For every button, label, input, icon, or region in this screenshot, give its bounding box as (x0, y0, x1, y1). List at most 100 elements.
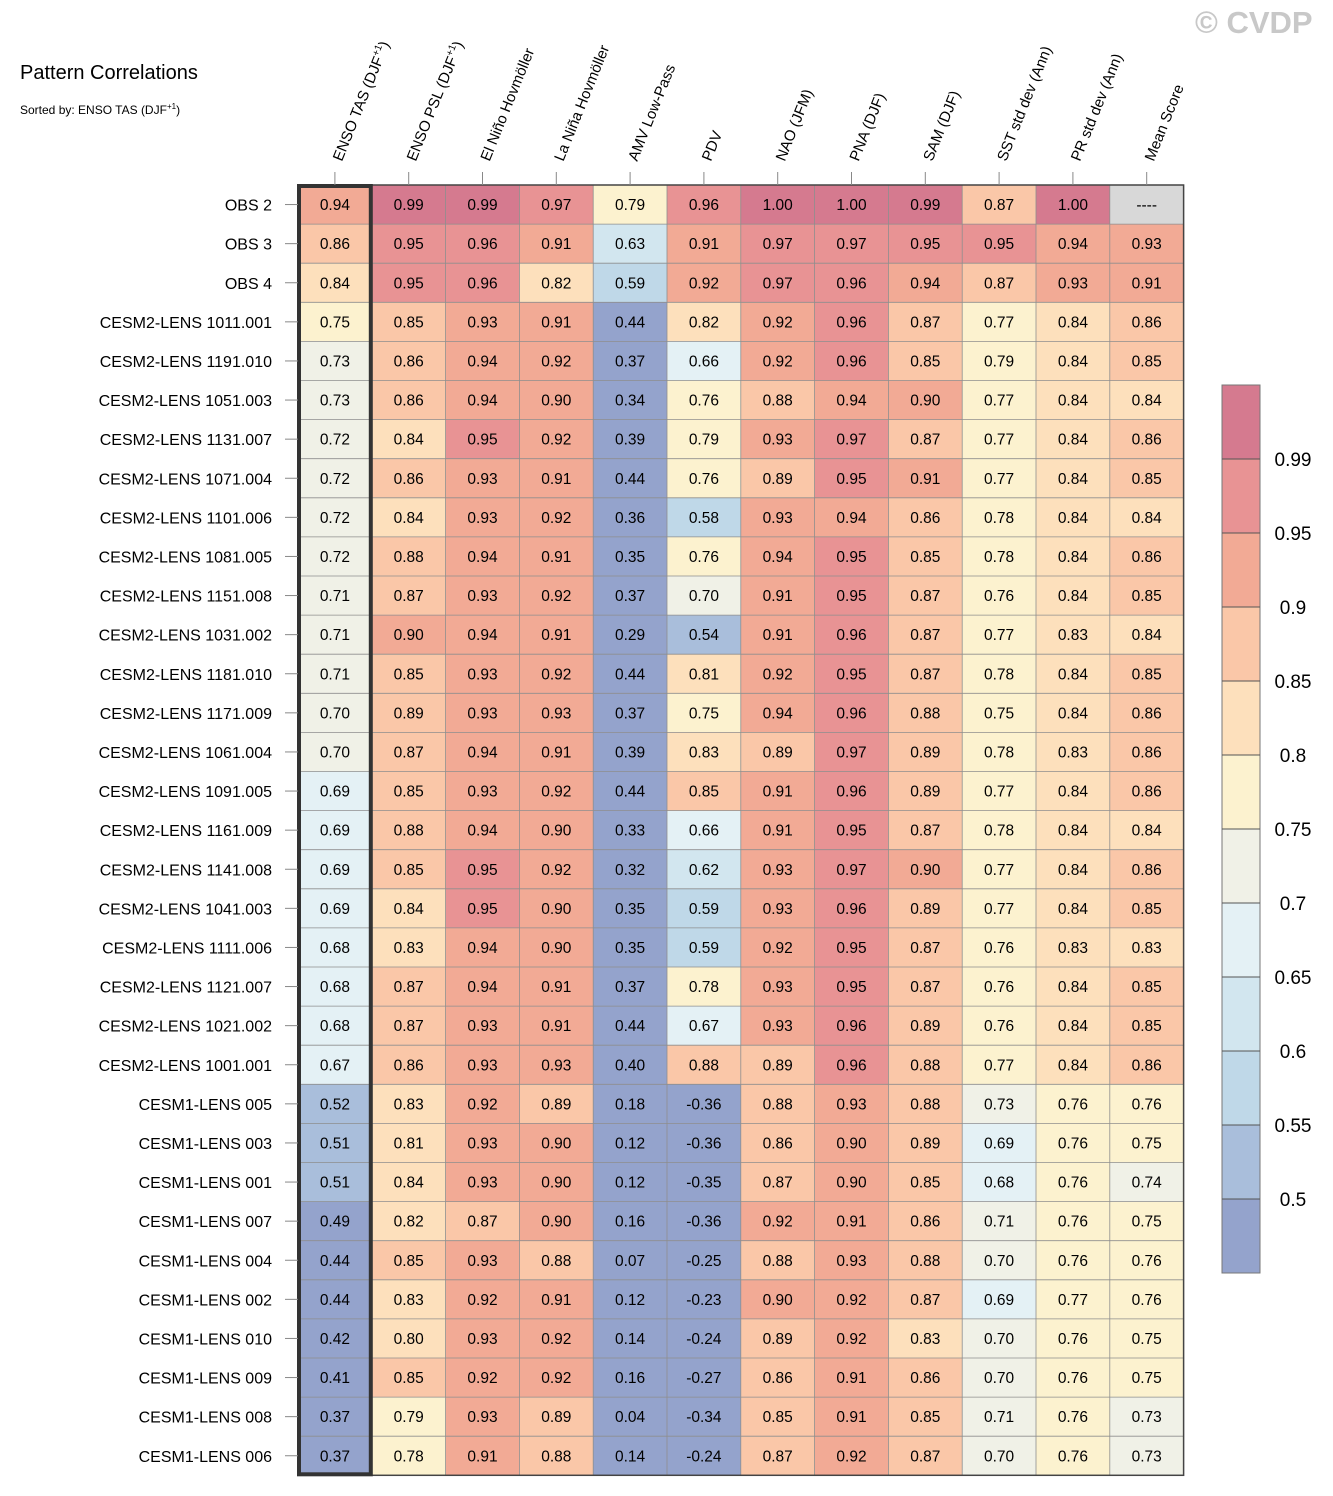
colorbar-swatch (1222, 977, 1260, 1052)
heatmap-cell (667, 849, 742, 890)
colorbar-swatch (1222, 607, 1260, 682)
heatmap-cell (371, 1045, 447, 1085)
cell-value: -0.34 (686, 1409, 722, 1426)
cell-value: 0.89 (910, 784, 940, 801)
heatmap-cell (888, 771, 963, 812)
cell-value: 0.69 (320, 862, 350, 879)
cell-value: 0.77 (984, 627, 1014, 644)
heatmap-cell (1036, 458, 1111, 499)
heatmap-cell (962, 497, 1037, 538)
row-label: CESM2-LENS 1011.001 (100, 315, 272, 332)
heatmap-cell (519, 732, 594, 773)
colorbar-swatch (1222, 533, 1260, 608)
cell-value: 0.71 (320, 627, 350, 644)
row-label: CESM2-LENS 1111.006 (102, 940, 272, 957)
heatmap-cell (298, 576, 373, 616)
cell-value: 0.82 (541, 275, 571, 292)
heatmap-cell (1109, 732, 1185, 773)
cell-value: 0.77 (1058, 1292, 1088, 1309)
heatmap-cell (814, 1279, 889, 1320)
heatmap-cell (298, 1162, 373, 1203)
cell-value: 0.89 (910, 901, 940, 918)
heatmap-cell (962, 341, 1037, 382)
cell-value: 0.91 (763, 588, 793, 605)
heatmap-cell (740, 1397, 816, 1437)
cell-value: 0.84 (1058, 705, 1089, 722)
heatmap-cell (593, 302, 668, 342)
heatmap-cell (445, 771, 520, 812)
cell-value: 0.91 (763, 627, 793, 644)
heatmap-cell (1109, 1006, 1185, 1046)
colorbar: 0.5 0.55 0.6 0.65 0.7 0.75 0.8 0.85 0.9 0.95 0.99 (1221, 384, 1311, 1274)
row-label: CESM2-LENS 1091.005 (99, 784, 273, 801)
cell-value: 0.44 (615, 471, 646, 488)
heatmap-values: 0.94 0.99 0.99 0.97 0.79 0.96 1.00 1.00 0.99 0.87… (320, 197, 1162, 1465)
heatmap-cell (667, 1358, 742, 1398)
cell-value: 0.96 (836, 275, 866, 292)
cell-value: 0.37 (615, 705, 645, 722)
cell-value: 0.75 (1132, 1135, 1162, 1152)
cell-value: 0.91 (910, 471, 940, 488)
cell-value: 0.86 (763, 1135, 793, 1152)
heatmap-cell (1109, 654, 1185, 694)
cell-value: 0.76 (984, 588, 1014, 605)
cell-value: 0.37 (615, 588, 645, 605)
heatmap-cell (962, 419, 1037, 460)
heatmap-cell (1036, 497, 1111, 538)
cell-value: 0.83 (394, 1292, 424, 1309)
heatmap-cell (445, 419, 520, 460)
heatmap-cell (667, 1123, 742, 1164)
cell-value: 0.70 (689, 588, 720, 605)
cell-value: 0.67 (689, 1018, 719, 1035)
cell-value: 0.76 (1058, 1448, 1088, 1465)
heatmap-cell (740, 576, 816, 616)
cell-value: 0.70 (984, 1448, 1015, 1465)
cell-value: 0.84 (394, 1175, 425, 1192)
heatmap-cell (667, 1162, 742, 1203)
heatmap-cell (667, 536, 742, 577)
cell-value: 0.93 (541, 705, 571, 722)
heatmap-cell (740, 302, 816, 342)
cell-value: 0.93 (467, 666, 497, 683)
cell-value: 0.84 (1058, 588, 1089, 605)
heatmap-cell (888, 1436, 963, 1476)
heatmap-cell (740, 1358, 816, 1398)
cell-value: 0.92 (763, 1214, 793, 1231)
heatmap-cell (814, 1084, 889, 1124)
cell-value: 0.73 (320, 353, 350, 370)
heatmap-cell (445, 497, 520, 538)
heatmap-cell (519, 693, 594, 733)
cell-value: 0.70 (984, 1253, 1015, 1270)
heatmap-cell (298, 1045, 373, 1085)
heatmap-cell (298, 1279, 373, 1320)
cell-value: 0.99 (394, 197, 424, 214)
heatmap-cell (371, 810, 447, 851)
heatmap-cell (593, 1279, 668, 1320)
heatmap-cell (667, 1201, 742, 1242)
heatmap-cell (667, 576, 742, 616)
cell-value: 0.97 (763, 236, 793, 253)
cell-value: 0.92 (541, 432, 571, 449)
heatmap-cell (519, 1084, 594, 1124)
heatmap-cell (593, 497, 668, 538)
heatmap-cell (962, 576, 1037, 616)
cell-value: 0.87 (984, 197, 1014, 214)
heatmap-cell (593, 810, 668, 851)
cell-value: 0.86 (394, 393, 424, 410)
heatmap-cell (740, 419, 816, 460)
cell-value: 0.33 (615, 823, 645, 840)
heatmap-cell (888, 263, 963, 303)
heatmap-cell (371, 302, 447, 342)
cell-value: 0.95 (836, 549, 866, 566)
cell-value: 0.91 (836, 1409, 866, 1426)
cell-value: 0.67 (320, 1057, 350, 1074)
cell-value: 0.70 (320, 705, 351, 722)
heatmap-cell (298, 1358, 373, 1398)
heatmap-cell (1036, 810, 1111, 851)
heatmap-cell (445, 1240, 520, 1281)
heatmap-cell (445, 888, 520, 929)
heatmap-cell (593, 849, 668, 890)
cell-value: -0.36 (686, 1096, 721, 1113)
cell-value: 0.92 (836, 1448, 866, 1465)
cell-value: 0.94 (467, 979, 498, 996)
